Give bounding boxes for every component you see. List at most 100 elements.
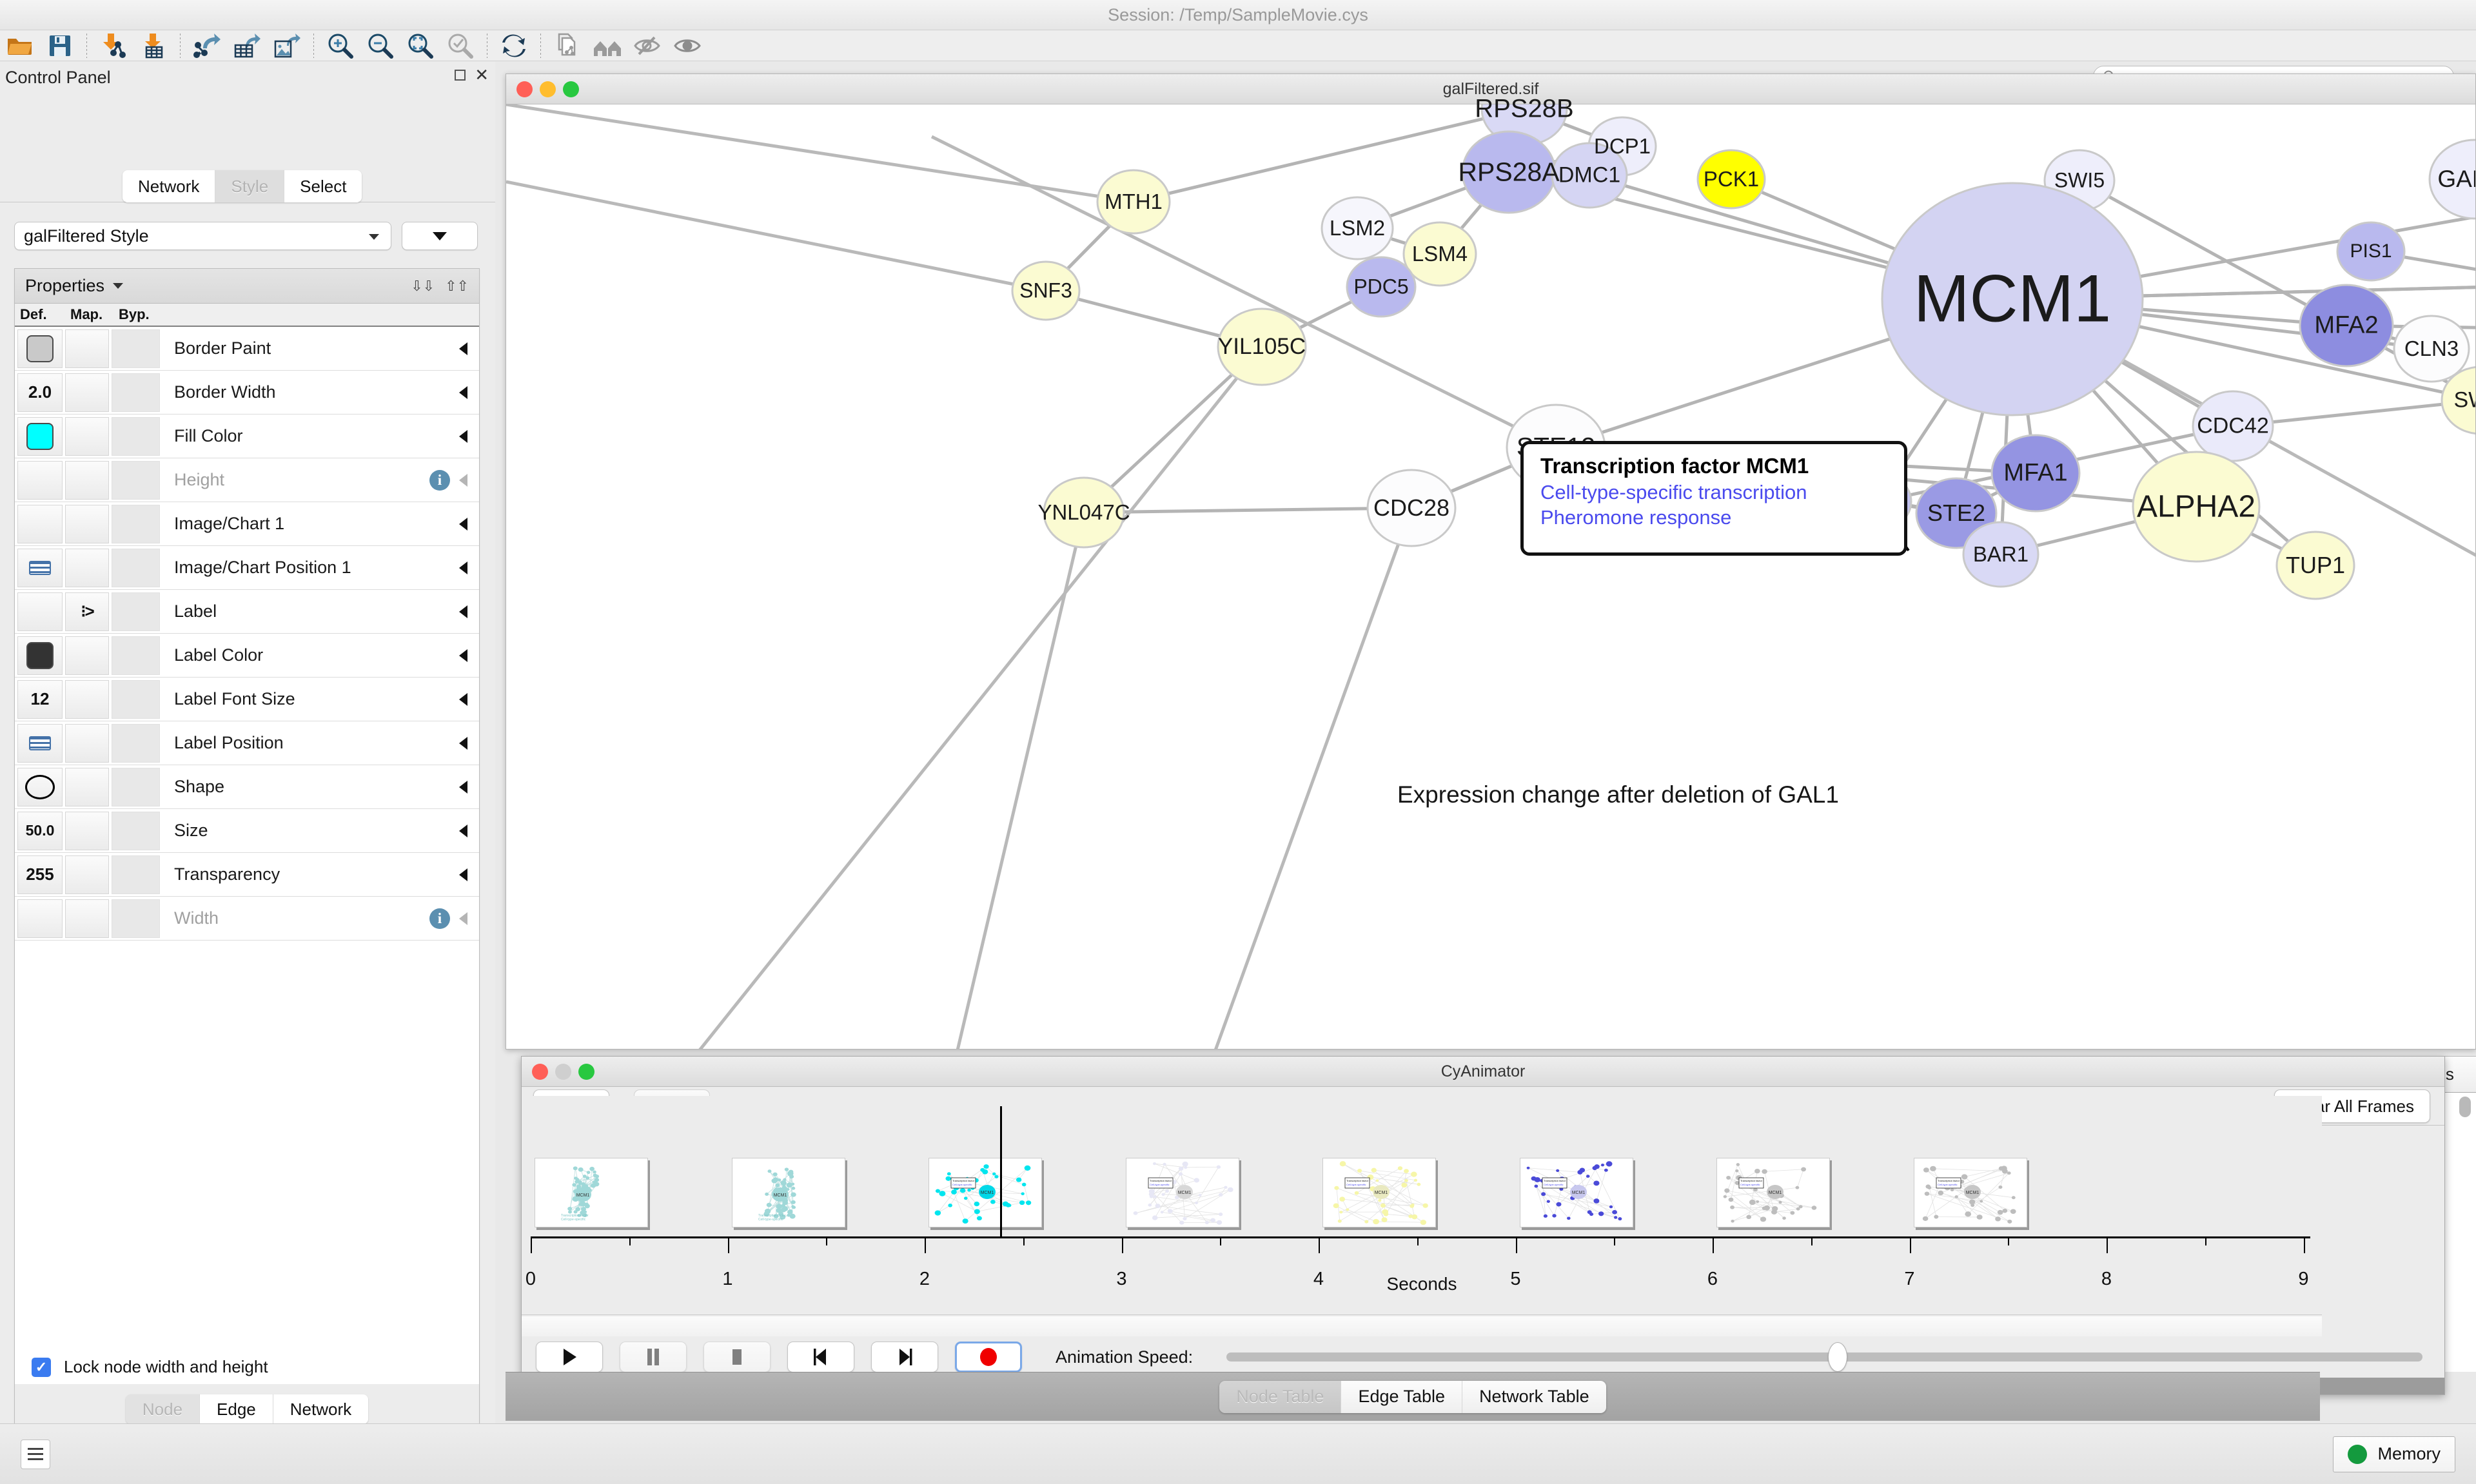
close-icon[interactable]: ✕ xyxy=(475,65,489,84)
expand-property-arrow[interactable] xyxy=(459,649,467,662)
frame-thumbnail[interactable]: MCM1 Transcription factor Cell-type-specif… xyxy=(1125,1158,1239,1227)
property-bypass-cell[interactable] xyxy=(112,329,160,368)
save-session-icon[interactable] xyxy=(40,30,80,61)
frame-thumbnail[interactable]: MCM1 Transcription factor Cell-type-specif… xyxy=(1322,1158,1436,1227)
property-default-cell[interactable] xyxy=(17,504,63,543)
property-bypass-cell[interactable] xyxy=(112,767,160,806)
property-default-value[interactable]: 255 xyxy=(17,855,63,894)
cyanimator-titlebar[interactable]: CyAnimator xyxy=(522,1057,2444,1087)
tab-edge-table[interactable]: Edge Table xyxy=(1341,1380,1463,1413)
expand-property-arrow[interactable] xyxy=(459,780,467,794)
tab-select[interactable]: Select xyxy=(284,170,362,202)
property-mapping-cell[interactable] xyxy=(65,373,109,412)
property-row[interactable]: Border Paint xyxy=(15,327,479,371)
property-mapping-cell[interactable] xyxy=(65,636,109,675)
property-bypass-cell[interactable] xyxy=(112,679,160,719)
expand-property-arrow[interactable] xyxy=(459,429,467,443)
import-network-icon[interactable] xyxy=(93,30,133,61)
property-row[interactable]: ⁝> Label xyxy=(15,590,479,634)
next-frame-button[interactable] xyxy=(871,1342,938,1372)
style-options-menu-button[interactable] xyxy=(402,222,478,250)
info-icon[interactable]: i xyxy=(429,469,450,491)
property-default-cell[interactable] xyxy=(17,416,63,456)
property-row[interactable]: Label Color xyxy=(15,634,479,678)
property-default-cell[interactable] xyxy=(17,460,63,500)
collapse-all-icon[interactable]: ⇩⇩ xyxy=(411,277,435,294)
property-row[interactable]: Width i xyxy=(15,897,479,941)
frame-thumbnail[interactable]: MCM1 Transcription factor Cell-type-specif… xyxy=(1519,1158,1633,1227)
property-default-value[interactable]: 12 xyxy=(17,679,63,719)
expand-property-arrow[interactable] xyxy=(459,605,467,618)
property-mapping-cell[interactable] xyxy=(65,811,109,850)
property-row[interactable]: Label Position xyxy=(15,721,479,765)
expand-property-arrow[interactable] xyxy=(459,824,467,837)
property-default-value[interactable]: 2.0 xyxy=(17,373,63,412)
network-canvas[interactable]: RPS28BDCP1RPS28ADMC1PCK1SWI5GAL80GAL11YO… xyxy=(506,95,2475,1049)
record-button[interactable] xyxy=(955,1342,1022,1372)
expand-property-arrow[interactable] xyxy=(459,386,467,399)
minimize-window-button[interactable] xyxy=(555,1063,571,1080)
property-mapping-cell[interactable] xyxy=(65,329,109,368)
property-mapping-cell[interactable] xyxy=(65,460,109,500)
frame-thumbnail[interactable]: MCM1 Transcription factor Cell-type-specif… xyxy=(731,1158,845,1227)
property-row[interactable]: Image/Chart 1 xyxy=(15,502,479,546)
property-mapping-cell[interactable] xyxy=(65,767,109,806)
lock-checkbox[interactable]: ✓ xyxy=(32,1357,51,1377)
property-row[interactable]: Fill Color xyxy=(15,415,479,458)
style-combo[interactable]: galFiltered Style xyxy=(14,222,391,250)
export-network-icon[interactable] xyxy=(187,30,227,61)
property-row[interactable]: Height i xyxy=(15,458,479,502)
property-mapping-cell[interactable]: ⁝> xyxy=(65,592,109,631)
expand-property-arrow[interactable] xyxy=(459,342,467,355)
property-bypass-cell[interactable] xyxy=(112,899,160,938)
property-mapping-cell[interactable] xyxy=(65,723,109,763)
import-table-icon[interactable] xyxy=(133,30,173,61)
pause-button[interactable] xyxy=(620,1342,687,1372)
expand-property-arrow[interactable] xyxy=(459,473,467,487)
previous-frame-button[interactable] xyxy=(787,1342,854,1372)
property-mapping-cell[interactable] xyxy=(65,548,109,587)
expand-all-icon[interactable]: ⇧⇧ xyxy=(445,277,469,294)
property-mapping-cell[interactable] xyxy=(65,899,109,938)
play-button[interactable] xyxy=(536,1342,603,1372)
minimize-window-button[interactable] xyxy=(540,81,556,97)
memory-status-button[interactable]: Memory xyxy=(2333,1436,2455,1472)
network-window-titlebar[interactable]: galFiltered.sif xyxy=(506,74,2475,104)
task-history-button[interactable] xyxy=(21,1439,50,1469)
group-nodes-icon[interactable] xyxy=(587,30,627,61)
stop-button[interactable] xyxy=(703,1342,771,1372)
expand-property-arrow[interactable] xyxy=(459,561,467,574)
playhead-marker[interactable] xyxy=(1000,1106,1002,1236)
property-row[interactable]: Image/Chart Position 1 xyxy=(15,546,479,590)
open-session-icon[interactable] xyxy=(0,30,40,61)
frame-thumbnail[interactable]: MCM1 Transcription factor Cell-type-specif… xyxy=(1716,1158,1830,1227)
property-mapping-cell[interactable] xyxy=(65,416,109,456)
tab-network-table[interactable]: Network Table xyxy=(1462,1380,1606,1413)
export-image-icon[interactable] xyxy=(267,30,307,61)
lock-width-height-row[interactable]: ✓ Lock node width and height xyxy=(15,1349,479,1385)
cyanimator-timeline[interactable]: MCM1 Transcription factor Cell-type-specif… xyxy=(522,1096,2322,1315)
footer-tab-node[interactable]: Node xyxy=(125,1394,201,1424)
zoom-out-icon[interactable] xyxy=(360,30,400,61)
maximize-window-button[interactable] xyxy=(578,1063,594,1080)
chevron-down-icon[interactable] xyxy=(113,283,124,289)
frame-thumbnail[interactable]: MCM1 Transcription factor Cell-type-specif… xyxy=(535,1158,648,1227)
property-bypass-cell[interactable] xyxy=(112,636,160,675)
show-all-icon[interactable] xyxy=(667,30,707,61)
hide-selected-icon[interactable] xyxy=(627,30,667,61)
property-default-cell[interactable] xyxy=(17,899,63,938)
tab-network[interactable]: Network xyxy=(123,170,216,202)
property-default-cell[interactable] xyxy=(17,548,63,587)
tab-node-table[interactable]: Node Table xyxy=(1219,1380,1342,1413)
export-table-icon[interactable] xyxy=(227,30,267,61)
tab-style[interactable]: Style xyxy=(215,170,285,202)
zoom-fit-icon[interactable] xyxy=(400,30,440,61)
property-mapping-cell[interactable] xyxy=(65,504,109,543)
info-icon[interactable]: i xyxy=(429,908,450,929)
property-bypass-cell[interactable] xyxy=(112,855,160,894)
expand-property-arrow[interactable] xyxy=(459,517,467,531)
property-bypass-cell[interactable] xyxy=(112,548,160,587)
close-window-button[interactable] xyxy=(532,1063,548,1080)
property-bypass-cell[interactable] xyxy=(112,723,160,763)
vertical-scrollbar[interactable] xyxy=(2459,1097,2471,1117)
